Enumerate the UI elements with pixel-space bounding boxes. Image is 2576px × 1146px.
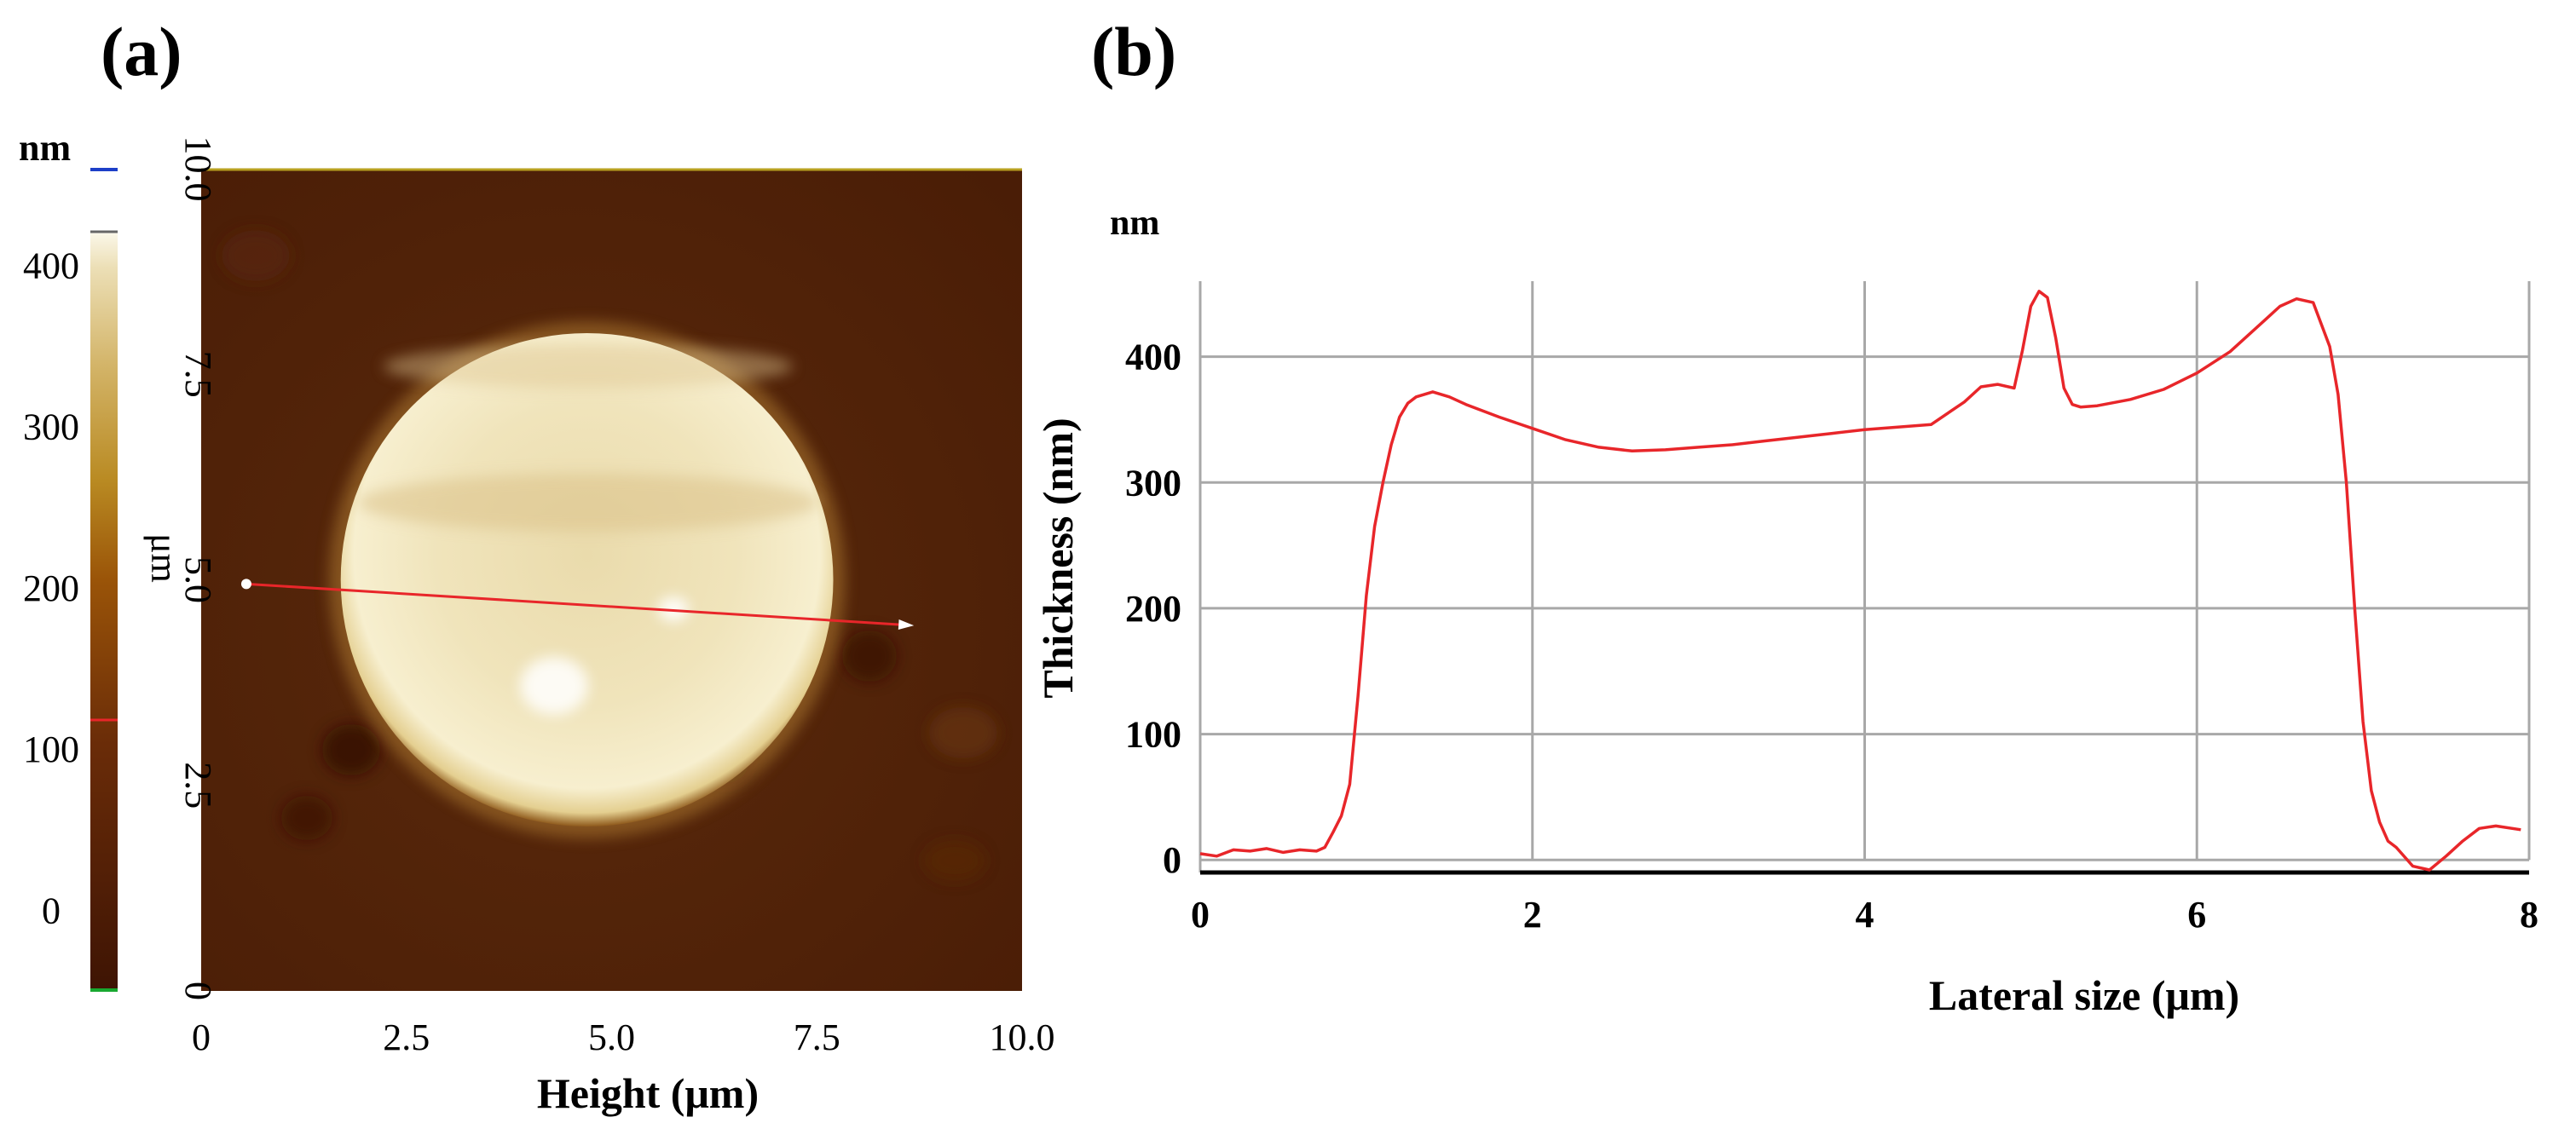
profile-y-axis-label: Thickness (nm) <box>1034 418 1082 698</box>
disk-stripe <box>358 474 818 532</box>
afm-y-tick-label: 7.5 <box>177 351 219 398</box>
afm-x-tick-label: 0 <box>192 1016 211 1058</box>
profile-y-tick-label: 100 <box>1125 714 1181 756</box>
colorbar-tick-label: 100 <box>23 728 79 770</box>
profile-x-tick-label: 2 <box>1523 894 1542 936</box>
colorbar <box>90 169 118 991</box>
afm-x-tick-label: 7.5 <box>794 1016 840 1058</box>
profile-x-tick-label: 8 <box>2520 894 2538 936</box>
afm-x-axis-label: Height (μm) <box>537 1069 759 1117</box>
light-patch <box>924 840 985 881</box>
dark-spot <box>281 796 332 840</box>
profile-y-tick-label: 300 <box>1125 462 1181 504</box>
colorbar-tick-labels: 0 100 200 300 400 <box>23 245 79 932</box>
disk-bright-spot <box>520 657 588 715</box>
profile-panel: nm 0 2 4 6 8 0 100 200 300 400 Lateral size (μm)… <box>1034 204 2538 1019</box>
afm-image-panel: nm 0 100 200 300 400 <box>19 127 1055 1117</box>
afm-y-tick-labels: 0 2.5 5.0 7.5 10.0 <box>177 136 219 1001</box>
disk-feature <box>340 333 834 826</box>
colorbar-tick-label: 200 <box>23 567 79 609</box>
profile-y-tick-label: 200 <box>1125 588 1181 630</box>
afm-y-tick-label: 10.0 <box>177 136 219 202</box>
profile-series-line <box>1199 290 2521 872</box>
dark-spot <box>322 724 380 775</box>
afm-x-tick-label: 2.5 <box>383 1016 430 1058</box>
disk-stripe <box>384 344 793 389</box>
profile-x-tick-labels: 0 2 4 6 8 <box>1191 894 2538 936</box>
afm-height-map <box>201 168 1022 991</box>
light-patch <box>222 230 290 281</box>
afm-y-axis-label: μm <box>143 533 185 583</box>
afm-x-tick-labels: 0 2.5 5.0 7.5 10.0 <box>192 1016 1055 1058</box>
colorbar-tick-label: 300 <box>23 406 79 448</box>
afm-y-tick-label: 5.0 <box>177 556 219 603</box>
afm-x-tick-label: 10.0 <box>990 1016 1055 1058</box>
profile-end-arrow <box>898 619 915 630</box>
profile-x-tick-label: 0 <box>1191 894 1210 936</box>
light-patch <box>929 707 997 758</box>
profile-x-axis-label: Lateral size (μm) <box>1929 971 2239 1019</box>
profile-y-tick-labels: 0 100 200 300 400 <box>1125 337 1181 882</box>
profile-x-tick-label: 6 <box>2187 894 2206 936</box>
afm-x-tick-label: 5.0 <box>588 1016 635 1058</box>
disk-texture <box>358 344 818 715</box>
colorbar-unit-label: nm <box>19 127 71 169</box>
profile-grid-vertical <box>1198 281 2531 872</box>
dark-spot <box>842 631 897 682</box>
profile-y-tick-label: 0 <box>1163 839 1181 881</box>
profile-line <box>245 582 908 627</box>
afm-y-tick-label: 0 <box>177 982 219 1000</box>
profile-x-tick-label: 4 <box>1856 894 1874 936</box>
profile-start-marker <box>240 579 251 590</box>
profile-y-tick-label: 400 <box>1125 337 1181 378</box>
colorbar-tick-label: 400 <box>23 245 79 287</box>
disk-bright-spot <box>658 597 689 621</box>
panel-label-b: (b) <box>1091 13 1176 90</box>
panel-label-a: (a) <box>101 13 182 90</box>
profile-grid-horizontal <box>1200 355 2529 861</box>
afm-y-tick-label: 2.5 <box>177 762 219 809</box>
colorbar-tick-label: 0 <box>42 890 61 931</box>
profile-unit-label: nm <box>1110 204 1159 243</box>
